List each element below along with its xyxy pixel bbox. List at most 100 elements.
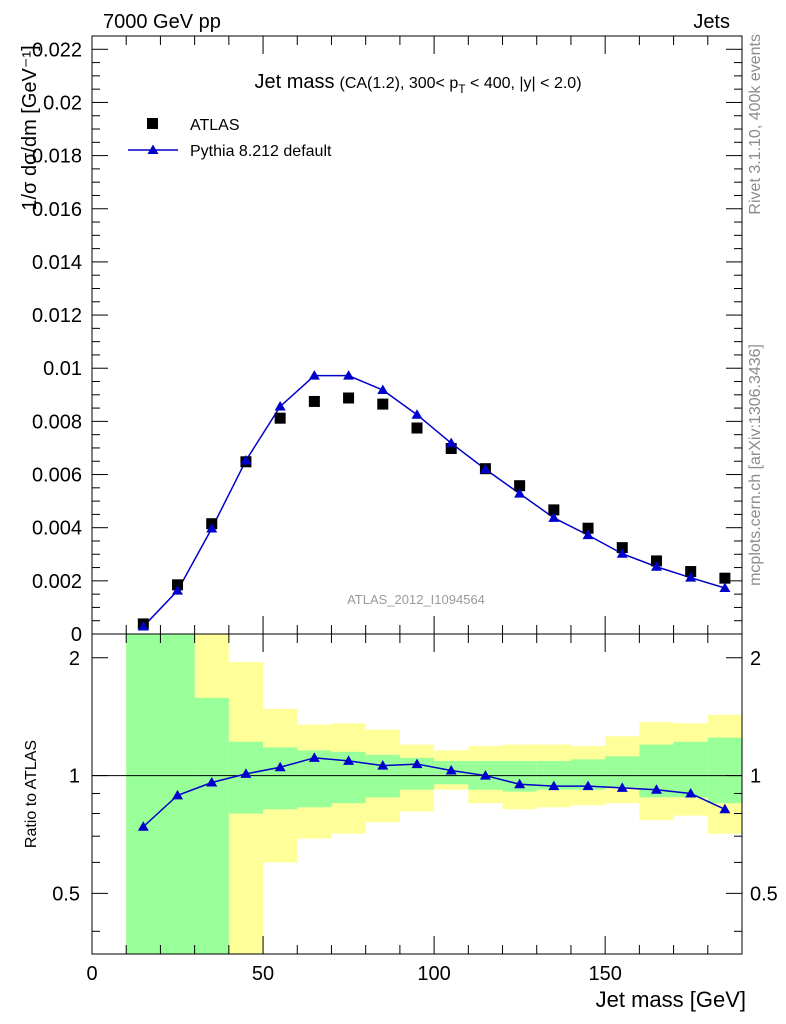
pythia-point [719, 582, 731, 593]
x-tick-label: 0 [86, 963, 97, 985]
ratio-y-tick-label-right: 2 [750, 648, 761, 670]
pythia-point [548, 512, 560, 522]
atlas-point [582, 522, 594, 534]
ratio-frame [91, 633, 743, 955]
main-panel: 0 0.002 0.004 0.006 0.008 0.01 0.012 0.014 0.016… [19, 35, 743, 646]
main-y-tick-label: 0.014 [32, 252, 82, 274]
ratio-y-label: Ratio to ATLAS [23, 740, 40, 848]
ratio-inner-band-bin [194, 697, 229, 954]
ratio-point [172, 789, 184, 800]
ratio-point [650, 784, 662, 794]
ratio-inner-band-bin [126, 634, 161, 954]
main-y-label: 1/σ dσ/dm [GeV⁻¹] [19, 45, 41, 210]
ratio-y-tick-label: 1 [69, 766, 80, 788]
main-y-tick-label: 0.022 [32, 39, 82, 61]
ratio-inner-band-bin [707, 737, 742, 804]
legend-atlas-marker [147, 118, 158, 129]
pythia-point [582, 529, 594, 540]
main-series-lines [142, 374, 726, 628]
pythia-point [137, 621, 149, 631]
atlas-point [274, 412, 286, 424]
main-y-tick-label: 0.004 [32, 518, 82, 540]
main-y-tick-label: 0.002 [32, 571, 82, 593]
legend-pythia-label: Pythia 8.212 default [190, 143, 332, 160]
main-series-markers [137, 370, 731, 631]
ratio-x-axis: 0 50 100 150 [86, 634, 743, 985]
atlas-point [411, 422, 423, 434]
atlas-point [445, 442, 457, 454]
legend: ATLAS Pythia 8.212 default [128, 117, 332, 160]
pythia-point [377, 384, 389, 395]
main-y-tick-label: 0 [71, 624, 82, 646]
legend-pythia-marker [147, 144, 159, 154]
pythia-point [514, 488, 526, 498]
ratio-point [411, 758, 423, 769]
atlas-point [514, 480, 526, 492]
main-y-tick-label: 0.01 [43, 358, 82, 380]
mcplots-note: mcplots.cern.ch [arXiv:1306.3436] [747, 344, 764, 586]
header-left: 7000 GeV pp [103, 11, 221, 33]
ratio-y-tick-label-right: 0.5 [750, 883, 778, 905]
ratio-point [137, 821, 149, 831]
pythia-point [479, 463, 491, 474]
ratio-panel: 0.5 0.5 1 1 2 2 0 50 100 150 Ratio to ATLAS Jet … [23, 633, 778, 1012]
analysis-watermark: ATLAS_2012_I1094564 [347, 592, 485, 607]
chart-title: Jet mass (CA(1.2), 300< pT < 400, |y| < 2… [254, 71, 581, 96]
ratio-y-tick-label: 0.5 [52, 883, 80, 905]
atlas-point [172, 579, 184, 591]
atlas-point [343, 392, 355, 404]
x-axis-label: Jet mass [GeV] [596, 987, 746, 1012]
atlas-point [616, 542, 628, 554]
legend-atlas-label: ATLAS [190, 117, 240, 134]
pythia-point [172, 585, 184, 595]
ratio-point [719, 803, 731, 814]
ratio-point [377, 760, 389, 770]
ratio-point [274, 761, 286, 772]
atlas-point [650, 555, 662, 567]
atlas-point [377, 398, 389, 410]
title-cut-sub: T [458, 82, 466, 96]
ratio-uncertainty-bands [126, 634, 742, 954]
x-tick-label: 50 [252, 963, 274, 985]
main-y-tick-label: 0.012 [32, 305, 82, 327]
pythia-point [616, 548, 628, 558]
ratio-point [514, 778, 526, 789]
ratio-point [685, 787, 697, 798]
ratio-y-axis: 0.5 0.5 1 1 2 2 [52, 648, 778, 932]
main-x-axis [91, 36, 743, 634]
main-y-tick-label: 0.008 [32, 411, 82, 433]
main-y-tick-label: 0.018 [32, 146, 82, 168]
x-tick-label: 100 [417, 963, 450, 985]
title-cut-prefix: (CA(1.2), 300< p [340, 75, 459, 92]
pythia-line [142, 374, 726, 628]
ratio-point [445, 765, 457, 775]
pythia-point [274, 400, 286, 411]
ratio-inner-band-bin [263, 747, 298, 810]
main-y-tick-label: 0.006 [32, 465, 82, 487]
atlas-point [308, 395, 320, 407]
ratio-point [206, 777, 218, 787]
ratio-point [582, 780, 594, 791]
title-main: Jet mass [254, 71, 334, 93]
pythia-point [240, 454, 252, 465]
ratio-y-tick-label-right: 1 [750, 766, 761, 788]
ratio-point [240, 768, 252, 778]
pythia-point [411, 409, 423, 419]
main-y-axis: 0 0.002 0.004 0.006 0.008 0.01 0.012 0.014 0.016… [32, 39, 742, 646]
main-y-tick-label: 0.02 [43, 92, 82, 114]
ratio-y-tick-label: 2 [69, 648, 80, 670]
title-cut-suffix: < 400, |y| < 2.0) [466, 75, 582, 92]
atlas-point [685, 566, 697, 578]
ratio-line [142, 757, 726, 828]
pythia-point [206, 522, 218, 533]
pythia-point [343, 370, 355, 380]
header-right: Jets [693, 11, 730, 33]
ratio-point [548, 780, 560, 791]
ratio-point [479, 770, 491, 780]
x-tick-label: 150 [588, 963, 621, 985]
atlas-point [548, 504, 560, 516]
ratio-point [308, 752, 320, 762]
atlas-point [719, 572, 731, 584]
ratio-point [616, 782, 628, 792]
rivet-note: Rivet 3.1.10, 400k events [747, 34, 764, 215]
